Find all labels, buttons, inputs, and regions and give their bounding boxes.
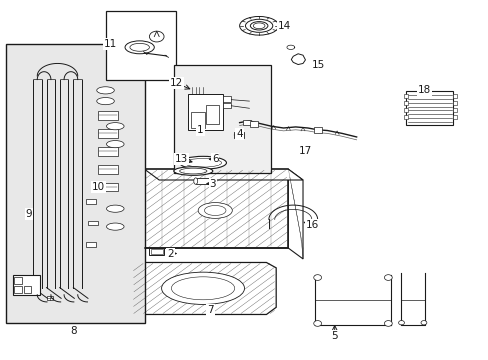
Bar xyxy=(403,116,407,119)
Bar xyxy=(98,111,118,120)
Bar xyxy=(250,121,258,127)
Polygon shape xyxy=(177,154,200,160)
Ellipse shape xyxy=(179,156,226,169)
Bar xyxy=(88,221,98,225)
Polygon shape xyxy=(181,165,196,171)
Ellipse shape xyxy=(125,41,154,54)
Text: 7: 7 xyxy=(206,305,213,315)
Ellipse shape xyxy=(313,320,321,326)
Bar xyxy=(195,178,210,184)
Text: 2: 2 xyxy=(167,248,173,258)
Polygon shape xyxy=(291,54,305,64)
Ellipse shape xyxy=(245,19,272,32)
Ellipse shape xyxy=(184,158,221,167)
Bar xyxy=(86,242,96,247)
Ellipse shape xyxy=(313,275,321,280)
Text: 18: 18 xyxy=(417,85,430,95)
Text: 12: 12 xyxy=(169,78,183,88)
Bar xyxy=(149,248,163,255)
Bar xyxy=(452,101,456,105)
Text: 1: 1 xyxy=(197,125,203,135)
Ellipse shape xyxy=(130,43,149,51)
Bar xyxy=(13,275,40,295)
Bar xyxy=(47,296,53,300)
Ellipse shape xyxy=(420,320,426,325)
Bar xyxy=(86,199,96,204)
Bar xyxy=(452,94,456,98)
Text: 10: 10 xyxy=(91,182,104,192)
Ellipse shape xyxy=(179,168,206,174)
Bar xyxy=(243,120,250,126)
Ellipse shape xyxy=(173,167,212,175)
Polygon shape xyxy=(288,169,303,259)
Bar xyxy=(98,165,118,174)
Ellipse shape xyxy=(171,277,234,300)
Bar xyxy=(452,108,456,112)
Bar xyxy=(98,183,118,192)
Ellipse shape xyxy=(97,98,114,105)
Text: 6: 6 xyxy=(211,154,218,164)
Polygon shape xyxy=(144,169,288,248)
Bar xyxy=(222,103,231,108)
Text: 5: 5 xyxy=(331,331,337,341)
Bar xyxy=(403,101,407,105)
Bar xyxy=(206,105,218,125)
Ellipse shape xyxy=(398,320,404,325)
Ellipse shape xyxy=(106,123,124,130)
Text: 15: 15 xyxy=(311,60,325,70)
Text: 3: 3 xyxy=(209,179,216,189)
Bar xyxy=(222,96,231,102)
Bar xyxy=(98,129,118,138)
Bar xyxy=(14,277,21,284)
Text: 14: 14 xyxy=(277,21,290,31)
Bar xyxy=(24,286,31,293)
Bar xyxy=(105,12,176,80)
Ellipse shape xyxy=(198,203,232,219)
Ellipse shape xyxy=(193,178,197,184)
Ellipse shape xyxy=(106,205,124,212)
Text: 8: 8 xyxy=(70,325,77,336)
Bar xyxy=(14,286,21,293)
Ellipse shape xyxy=(149,31,163,42)
Text: 11: 11 xyxy=(103,39,117,49)
Ellipse shape xyxy=(239,17,278,35)
Bar xyxy=(403,94,407,98)
Bar xyxy=(406,91,452,126)
Bar xyxy=(233,132,244,138)
Text: 4: 4 xyxy=(236,129,243,139)
Bar xyxy=(403,108,407,112)
Text: 16: 16 xyxy=(305,220,319,230)
Bar xyxy=(452,116,456,119)
Text: 17: 17 xyxy=(298,146,311,156)
Text: 13: 13 xyxy=(174,154,187,164)
Bar xyxy=(151,249,162,254)
Ellipse shape xyxy=(250,22,267,30)
Bar xyxy=(5,44,144,323)
Bar xyxy=(313,127,321,133)
Polygon shape xyxy=(131,262,276,315)
Ellipse shape xyxy=(161,272,244,305)
Ellipse shape xyxy=(253,23,264,29)
Text: 9: 9 xyxy=(25,209,32,219)
Ellipse shape xyxy=(106,223,124,230)
Bar xyxy=(190,112,204,128)
Ellipse shape xyxy=(384,275,391,280)
Ellipse shape xyxy=(204,206,225,216)
Ellipse shape xyxy=(106,140,124,148)
Polygon shape xyxy=(144,169,303,180)
Bar xyxy=(188,94,222,130)
Bar xyxy=(173,65,271,173)
Ellipse shape xyxy=(97,87,114,94)
Ellipse shape xyxy=(384,320,391,326)
Bar xyxy=(98,147,118,156)
